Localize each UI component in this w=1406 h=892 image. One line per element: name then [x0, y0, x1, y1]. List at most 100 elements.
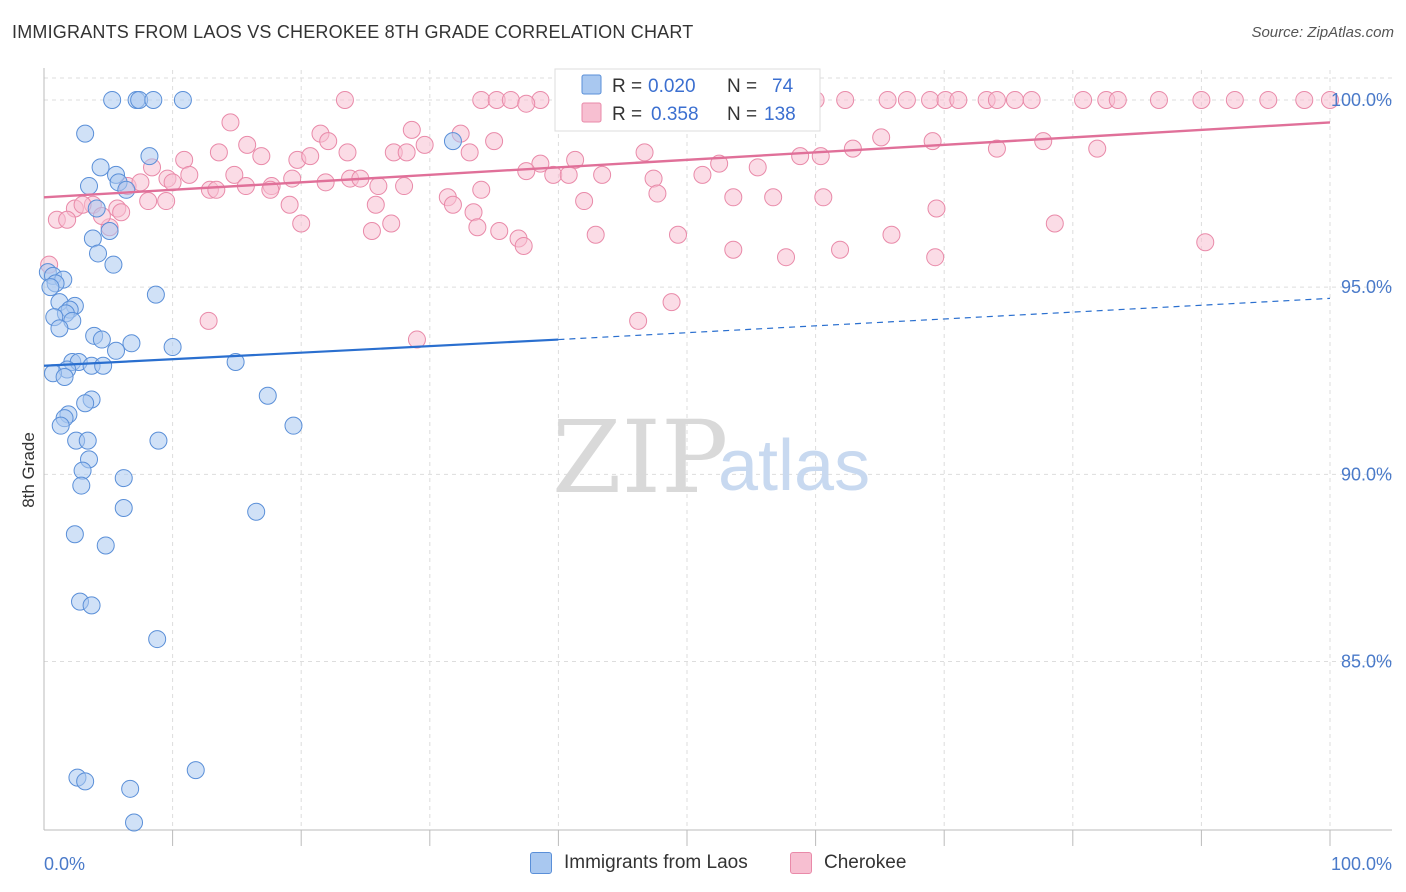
- data-point-laos: [41, 278, 60, 297]
- data-point-cherokee: [199, 311, 218, 330]
- legend-n-label-1: N =: [727, 76, 757, 97]
- trend-line-cherokee: [43, 121, 1331, 199]
- legend-label-cherokee: Cherokee: [824, 852, 907, 873]
- data-point-cherokee: [831, 240, 850, 259]
- data-point-cherokee: [791, 147, 810, 166]
- data-point-laos: [247, 502, 266, 521]
- data-point-cherokee: [501, 90, 520, 109]
- data-point-cherokee: [468, 218, 487, 237]
- y-tick-label: 85.0%: [1341, 652, 1392, 672]
- data-point-cherokee: [319, 132, 338, 151]
- legend-swatch-laos-bottom: [530, 852, 552, 874]
- y-axis-title: 8th Grade: [19, 432, 38, 508]
- data-point-cherokee: [1034, 132, 1053, 151]
- x-tick-label: 0.0%: [44, 854, 85, 874]
- data-point-cherokee: [693, 165, 712, 184]
- y-tick-label: 100.0%: [1331, 90, 1392, 110]
- chart-source: Source: ZipAtlas.com: [1251, 24, 1394, 41]
- data-point-laos: [258, 386, 277, 405]
- data-point-cherokee: [415, 135, 434, 154]
- y-tick-label: 90.0%: [1341, 464, 1392, 484]
- trend-line-laos: [43, 338, 559, 367]
- data-point-cherokee: [395, 177, 414, 196]
- data-point-cherokee: [280, 195, 299, 214]
- data-point-cherokee: [209, 143, 228, 162]
- data-point-cherokee: [811, 147, 830, 166]
- data-point-cherokee: [1259, 90, 1278, 109]
- data-point-cherokee: [362, 221, 381, 240]
- data-point-laos: [107, 341, 126, 360]
- data-point-cherokee: [559, 165, 578, 184]
- data-point-laos: [125, 813, 144, 832]
- legend-item-laos: Immigrants from Laos: [530, 852, 748, 874]
- data-point-laos: [163, 338, 182, 357]
- data-point-laos: [96, 536, 115, 555]
- data-point-cherokee: [1225, 90, 1244, 109]
- data-point-cherokee: [225, 165, 244, 184]
- data-point-cherokee: [921, 90, 940, 109]
- watermark-zip: ZIP: [552, 399, 728, 516]
- data-point-laos: [50, 319, 69, 338]
- legend-r-value-1: 0.020: [648, 76, 696, 97]
- data-point-laos: [121, 779, 140, 798]
- legend-n-value-1: 74: [772, 76, 794, 97]
- axes: [43, 68, 1392, 846]
- data-point-cherokee: [1022, 90, 1041, 109]
- data-point-cherokee: [1149, 90, 1168, 109]
- data-point-cherokee: [927, 199, 946, 218]
- data-point-laos: [83, 229, 102, 248]
- data-point-laos: [73, 461, 92, 480]
- data-point-cherokee: [180, 165, 199, 184]
- data-point-cherokee: [335, 90, 354, 109]
- data-point-cherokee: [407, 330, 426, 349]
- data-point-cherokee: [593, 165, 612, 184]
- data-point-cherokee: [872, 128, 891, 147]
- data-point-cherokee: [1088, 139, 1107, 158]
- data-point-cherokee: [221, 113, 240, 132]
- laos-points: [38, 90, 462, 832]
- data-point-laos: [72, 476, 91, 495]
- data-point-cherokee: [397, 143, 416, 162]
- data-point-laos: [76, 124, 95, 143]
- data-point-cherokee: [175, 150, 194, 169]
- data-point-laos: [443, 132, 462, 151]
- trend-line-laos-extension: [558, 297, 1331, 341]
- data-point-laos: [226, 353, 245, 372]
- data-point-cherokee: [629, 311, 648, 330]
- gridlines: [44, 70, 1392, 830]
- data-point-cherokee: [460, 143, 479, 162]
- data-point-cherokee: [926, 248, 945, 267]
- legend-label-laos: Immigrants from Laos: [564, 852, 748, 873]
- data-point-laos: [100, 221, 119, 240]
- data-point-cherokee: [514, 236, 533, 255]
- legend-r-label-1: R =: [612, 76, 642, 97]
- legend-r-value-2: 0.358: [651, 104, 699, 125]
- data-point-laos: [117, 180, 136, 199]
- data-point-cherokee: [490, 221, 509, 240]
- legend-n-value-2: 138: [764, 104, 796, 125]
- data-point-laos: [87, 199, 106, 218]
- legend-swatch-cherokee-bottom: [790, 852, 812, 874]
- watermark: ZIP atlas: [552, 399, 870, 516]
- data-point-cherokee: [566, 150, 585, 169]
- data-point-cherokee: [485, 132, 504, 151]
- trend-lines: [43, 121, 1331, 367]
- data-point-cherokee: [1192, 90, 1211, 109]
- legend-item-cherokee: Cherokee: [790, 852, 906, 874]
- data-point-cherokee: [987, 139, 1006, 158]
- data-point-cherokee: [366, 195, 385, 214]
- data-point-laos: [103, 90, 122, 109]
- data-point-laos: [94, 356, 113, 375]
- data-point-laos: [76, 772, 95, 791]
- data-point-cherokee: [648, 184, 667, 203]
- data-point-cherokee: [283, 169, 302, 188]
- data-point-cherokee: [1321, 90, 1339, 109]
- data-point-cherokee: [1295, 90, 1314, 109]
- data-point-cherokee: [748, 158, 767, 177]
- data-point-laos: [284, 416, 303, 435]
- data-point-laos: [173, 90, 192, 109]
- data-point-cherokee: [575, 192, 594, 211]
- watermark-atlas: atlas: [718, 426, 870, 506]
- data-point-cherokee: [644, 169, 663, 188]
